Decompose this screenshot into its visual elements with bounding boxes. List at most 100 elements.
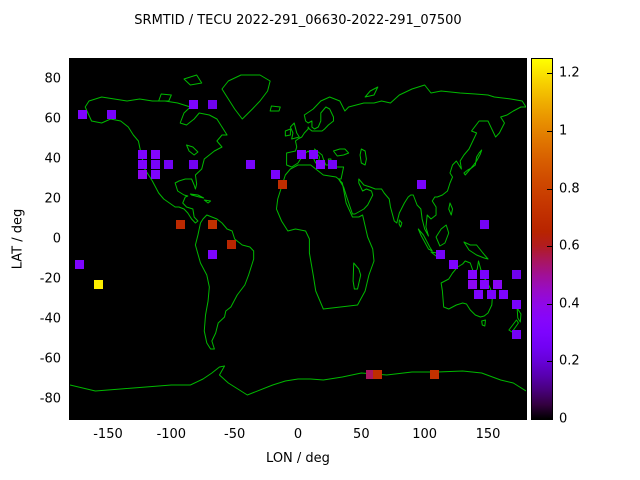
heatmap-cell xyxy=(429,369,439,379)
great-lakes-outline xyxy=(187,145,198,155)
y-tick-label: -60 xyxy=(39,351,61,367)
colorbar-tick-label: 1 xyxy=(559,123,568,139)
plot-area xyxy=(69,58,527,420)
colorbar-tick-mark xyxy=(547,361,552,363)
x-tick-label: -100 xyxy=(156,427,187,442)
north-america-outline xyxy=(85,97,227,223)
victoria-island-outline xyxy=(159,94,172,101)
heatmap-cell xyxy=(493,279,502,289)
heatmap-cell xyxy=(512,329,521,339)
heatmap-cell xyxy=(277,179,287,189)
colorbar xyxy=(531,58,553,420)
colorbar-tick-mark xyxy=(547,188,552,190)
colorbar-tick-label: 0.6 xyxy=(559,238,580,254)
x-axis-label: LON / deg xyxy=(266,451,330,466)
colorbar-tick-label: 0.4 xyxy=(559,296,580,312)
x-tick-label: -50 xyxy=(224,427,246,442)
heatmap-cell xyxy=(480,269,490,279)
hispaniola-outline xyxy=(204,200,210,203)
sri-lanka-outline xyxy=(399,220,402,227)
heatmap-cell xyxy=(480,279,490,289)
y-tick-label: 40 xyxy=(44,151,61,167)
caspian-sea-outline xyxy=(360,149,366,165)
heatmap-cell xyxy=(151,169,160,179)
sumatra-outline xyxy=(418,229,432,251)
heatmap-cell xyxy=(189,99,198,109)
heatmap-cell xyxy=(271,169,281,179)
tasmania-outline xyxy=(482,320,486,326)
heatmap-cell xyxy=(480,219,490,229)
y-tick-label: 60 xyxy=(44,111,61,127)
heatmap-cells-layer xyxy=(70,59,526,419)
heatmap-cell xyxy=(176,219,186,229)
heatmap-cell xyxy=(208,249,217,259)
heatmap-cell xyxy=(512,269,521,279)
borneo-outline xyxy=(436,225,449,246)
colorbar-tick-label: 0 xyxy=(559,411,568,427)
heatmap-cell xyxy=(366,369,376,379)
heatmap-cell xyxy=(208,99,217,109)
greenland-outline xyxy=(222,75,270,119)
heatmap-cell xyxy=(208,219,217,229)
heatmap-cell xyxy=(486,289,496,299)
heatmap-cell xyxy=(151,149,160,159)
heatmap-cell xyxy=(227,239,236,249)
y-tick-label: -40 xyxy=(39,311,61,327)
heatmap-cell xyxy=(417,179,426,189)
heatmap-cell xyxy=(474,289,483,299)
x-tick-label: 100 xyxy=(412,427,438,442)
britain-outline xyxy=(290,123,299,139)
antarctica-outline xyxy=(70,366,526,395)
x-tick-label: 150 xyxy=(475,427,501,442)
colorbar-tick-mark xyxy=(547,131,552,132)
colorbar-tick-mark xyxy=(547,246,552,248)
y-tick-label: -80 xyxy=(39,391,61,407)
heatmap-cell xyxy=(328,159,338,169)
y-tick-label: 80 xyxy=(44,71,61,87)
colorbar-tick-mark xyxy=(547,303,552,305)
heatmap-cell xyxy=(246,159,255,169)
x-tick-label: 50 xyxy=(353,427,370,442)
colorbar-tick-mark xyxy=(547,73,552,75)
africa-outline xyxy=(276,165,374,309)
plot-inner xyxy=(70,59,526,419)
heatmap-cell xyxy=(94,279,103,289)
y-axis-label: LAT / deg xyxy=(10,208,26,270)
heatmap-cell xyxy=(138,159,148,169)
heatmap-cell xyxy=(189,159,198,169)
cuba-outline xyxy=(190,194,203,198)
heatmap-cell xyxy=(151,159,160,169)
colorbar-tick-label: 0.8 xyxy=(559,181,580,197)
heatmap-cell xyxy=(163,159,173,169)
heatmap-cell xyxy=(512,299,521,309)
ireland-outline xyxy=(285,129,290,136)
x-tick-label: 0 xyxy=(293,427,303,442)
heatmap-cell xyxy=(78,109,88,119)
y-tick-label: -20 xyxy=(39,271,61,287)
heatmap-cell xyxy=(106,109,116,119)
new-zealand-north-outline xyxy=(517,308,521,322)
ellesmere-island-outline xyxy=(184,75,202,85)
heatmap-cell xyxy=(309,149,319,159)
heatmap-cell xyxy=(138,149,148,159)
heatmap-cell xyxy=(499,289,509,299)
iceland-outline xyxy=(270,106,280,111)
heatmap-cell xyxy=(138,169,148,179)
y-tick-label: 20 xyxy=(44,191,61,207)
novaya-zemlya-outline xyxy=(365,87,378,97)
chart-title: SRMTID / TECU 2022-291_06630-2022-291_07… xyxy=(134,13,462,28)
philippines-outline xyxy=(449,203,453,215)
y-tick-label: 0 xyxy=(52,231,61,247)
new-guinea-outline xyxy=(464,242,488,259)
heatmap-cell xyxy=(315,159,325,169)
heatmap-cell xyxy=(467,279,477,289)
heatmap-cell xyxy=(296,149,306,159)
south-america-outline xyxy=(195,215,253,349)
heatmap-cell xyxy=(436,249,445,259)
colorbar-tick-label: 0.2 xyxy=(559,353,580,369)
colorbar-gradient xyxy=(532,59,552,419)
heatmap-cell xyxy=(372,369,382,379)
colorbar-tick-label: 1.2 xyxy=(559,65,580,81)
heatmap-cell xyxy=(448,259,458,269)
colorbar-tick-mark xyxy=(547,418,552,419)
